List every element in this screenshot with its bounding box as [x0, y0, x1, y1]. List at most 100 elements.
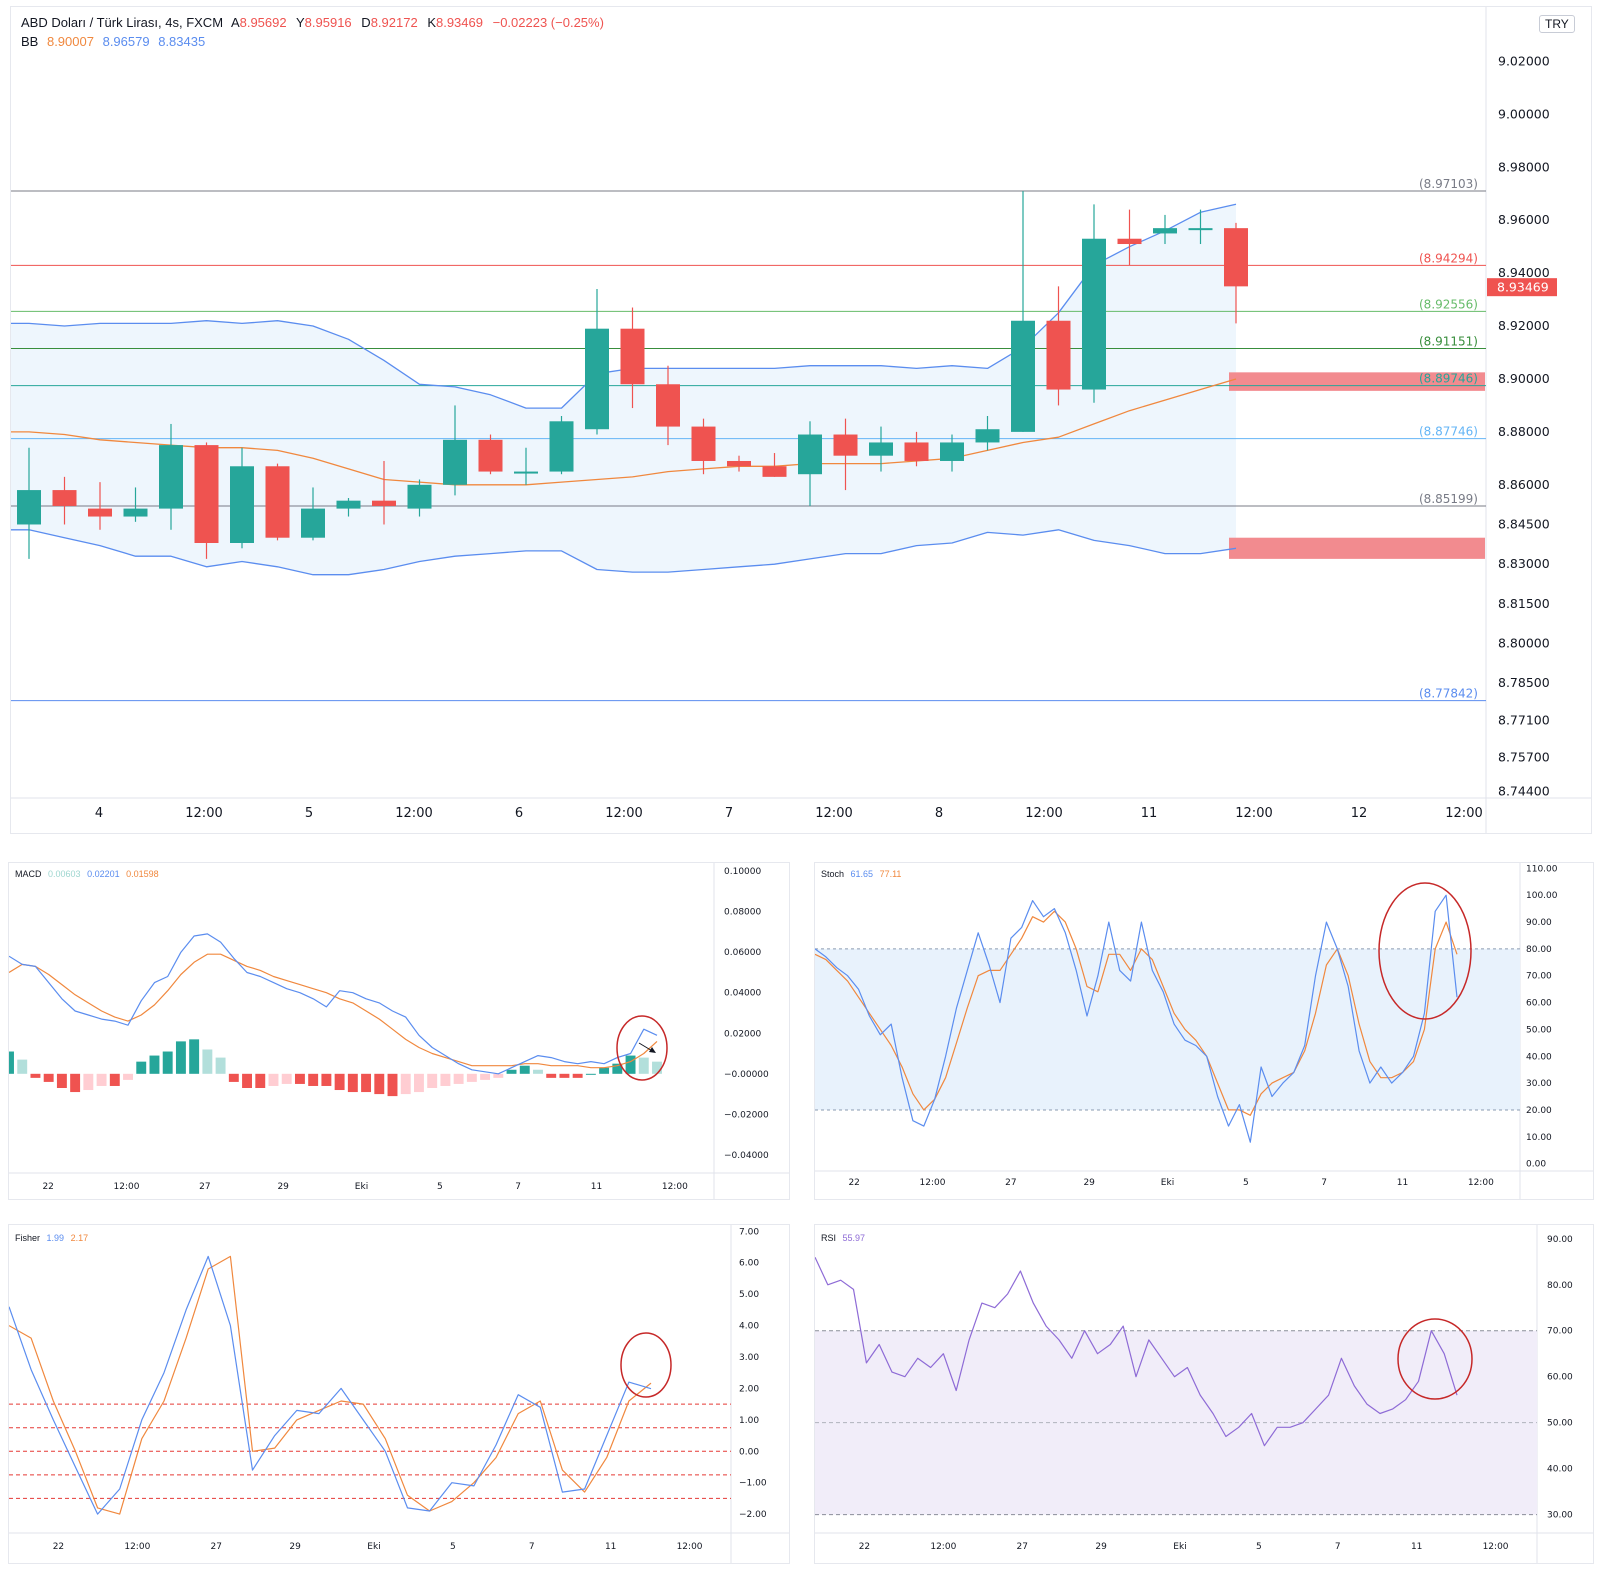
candle-body [975, 429, 1000, 443]
rsi-axis-tick: 60.00 [1547, 1373, 1573, 1383]
price-chart-svg[interactable]: (8.97103) (8.94294) (8.92556) (8.91151) (8.8… [11, 7, 1591, 833]
ohlc-legend-row: ABD Doları / Türk Lirası, 4s, FXCM A8.95… [21, 13, 609, 32]
currency-badge[interactable]: TRY [1539, 15, 1575, 33]
macd-axis-tick: 0.06000 [724, 948, 761, 958]
stoch-time-tick: 12:00 [1468, 1178, 1494, 1188]
candle-body [52, 490, 77, 506]
rsi-time-tick: 12:00 [930, 1542, 956, 1552]
fisher-axis-tick: 2.00 [739, 1384, 759, 1394]
symbol-title[interactable]: ABD Doları / Türk Lirası, 4s, FXCM [21, 15, 224, 30]
macd-histogram-bar [612, 1063, 623, 1074]
stoch-axis-tick: 30.00 [1526, 1079, 1552, 1089]
macd-histogram-bar [149, 1055, 160, 1074]
candle-body [1046, 320, 1071, 390]
fisher-time-tick: 12:00 [124, 1542, 150, 1552]
candle-body [798, 434, 822, 475]
level-label: (8.89746) [1419, 372, 1478, 386]
level-label: (8.92556) [1419, 297, 1478, 311]
macd-time-tick: 27 [199, 1182, 210, 1192]
highlight-circle [616, 1015, 668, 1081]
fisher-panel[interactable]: 7.00 6.00 5.00 4.00 3.00 2.00 1.00 0.00 −1.00 −2.… [8, 1224, 790, 1564]
macd-histogram-bar [96, 1073, 107, 1086]
price-axis-tick: 8.88000 [1498, 424, 1550, 439]
macd-histogram-bar [466, 1073, 477, 1082]
macd-histogram-bar [56, 1073, 67, 1088]
bb-label[interactable]: BB [21, 34, 39, 49]
last-price-label: 8.93469 [1497, 280, 1549, 295]
fisher-svg[interactable]: 7.00 6.00 5.00 4.00 3.00 2.00 1.00 0.00 −1.00 −2.… [9, 1225, 789, 1563]
candle-body [1117, 238, 1142, 245]
macd-axis-tick: 0.10000 [724, 867, 761, 877]
macd-axis-tick: −0.02000 [724, 1110, 769, 1120]
macd-panel[interactable]: 0.10000 0.08000 0.06000 0.04000 0.02000 −0.00… [8, 862, 790, 1200]
close-value: K8.93469 [427, 15, 483, 30]
price-chart-panel[interactable]: (8.97103) (8.94294) (8.92556) (8.91151) (8.8… [10, 6, 1592, 834]
rsi-axis-tick: 50.00 [1547, 1419, 1573, 1429]
macd-histogram-bar [559, 1073, 570, 1078]
time-axis-tick: 4 [95, 806, 103, 821]
fisher-time-tick: 29 [289, 1542, 301, 1552]
fisher-axis-tick: 0.00 [739, 1447, 759, 1457]
time-axis-tick: 12 [1351, 806, 1368, 821]
fisher-time-tick: 27 [210, 1542, 221, 1552]
macd-histogram-bar [136, 1061, 147, 1074]
macd-histogram-bar [215, 1057, 226, 1074]
macd-svg[interactable]: 0.10000 0.08000 0.06000 0.04000 0.02000 −0.00… [9, 863, 789, 1199]
macd-histogram-bar [427, 1073, 438, 1088]
candle-body [301, 508, 325, 538]
macd-histogram-bar [414, 1073, 424, 1093]
stoch-axis-tick: 60.00 [1526, 999, 1552, 1009]
rsi-svg[interactable]: 90.00 80.00 70.00 60.00 50.00 40.00 30.00 22 12:… [815, 1225, 1593, 1563]
macd-time-tick: 12:00 [114, 1182, 140, 1192]
macd-histogram-bar [281, 1073, 292, 1084]
time-axis-tick: 7 [725, 806, 733, 821]
rsi-time-tick: 22 [859, 1542, 870, 1552]
stoch-time-tick: 5 [1243, 1178, 1249, 1188]
level-label: (8.97103) [1419, 177, 1478, 191]
candle-body [159, 445, 183, 509]
macd-time-tick: Eki [355, 1182, 368, 1192]
candle-body [123, 508, 148, 517]
stoch-time-tick: 27 [1005, 1178, 1016, 1188]
macd-histogram-bar [440, 1073, 451, 1086]
time-axis-tick: 12:00 [185, 806, 222, 821]
stoch-svg[interactable]: 110.00100.0090.0080.0070.0060.0050.0040.… [815, 863, 1593, 1199]
rsi-value: 55.97 [842, 1233, 866, 1243]
stoch-d-line [815, 910, 1458, 1116]
stoch-axis-tick: 90.00 [1526, 918, 1552, 928]
candle-body [514, 471, 538, 474]
macd-histogram-bar [228, 1073, 239, 1082]
macd-histogram-bar [321, 1073, 332, 1086]
fisher-time-tick: 22 [53, 1542, 64, 1552]
price-axis-tick: 8.92000 [1498, 318, 1550, 333]
rsi-axis-tick: 70.00 [1547, 1327, 1573, 1337]
stoch-axis-tick: 80.00 [1526, 945, 1552, 955]
rsi-panel[interactable]: 90.00 80.00 70.00 60.00 50.00 40.00 30.00 22 12:… [814, 1224, 1594, 1564]
candle-body [1011, 320, 1035, 432]
change-value: −0.02223 (−0.25%) [492, 15, 604, 30]
stoch-panel[interactable]: 110.00 100.00 90.00 80.00 70.00 60.00 50.00 40.… [814, 862, 1594, 1200]
candle-body [585, 328, 609, 430]
macd-line [9, 933, 658, 1075]
fisher-title[interactable]: Fisher [15, 1233, 41, 1243]
candle-body [1082, 238, 1106, 390]
bb-basis-value: 8.90007 [46, 34, 94, 49]
bb-lower-value: 8.83435 [158, 34, 206, 49]
stoch-time-tick: Eki [1161, 1178, 1174, 1188]
price-axis-tick: 8.84500 [1498, 516, 1550, 531]
macd-histogram-bar [374, 1073, 385, 1095]
rsi-time-tick: 27 [1016, 1542, 1027, 1552]
macd-title[interactable]: MACD [15, 869, 42, 879]
macd-histogram-bar [361, 1073, 372, 1093]
price-axis-tick: 8.83000 [1498, 556, 1550, 571]
stoch-axis-tick: 110.00 [1526, 864, 1558, 874]
stoch-title[interactable]: Stoch [821, 869, 845, 879]
rsi-time-tick: 12:00 [1483, 1542, 1509, 1552]
fisher-legend: Fisher 1.99 2.17 [15, 1233, 92, 1243]
macd-histogram-bar [268, 1073, 279, 1086]
rsi-axis-tick: 30.00 [1547, 1511, 1573, 1521]
fisher-axis-tick: 1.00 [739, 1416, 759, 1426]
stoch-time-tick: 7 [1321, 1178, 1327, 1188]
fisher-axis-tick: −2.00 [739, 1510, 767, 1520]
rsi-title[interactable]: RSI [821, 1233, 837, 1243]
